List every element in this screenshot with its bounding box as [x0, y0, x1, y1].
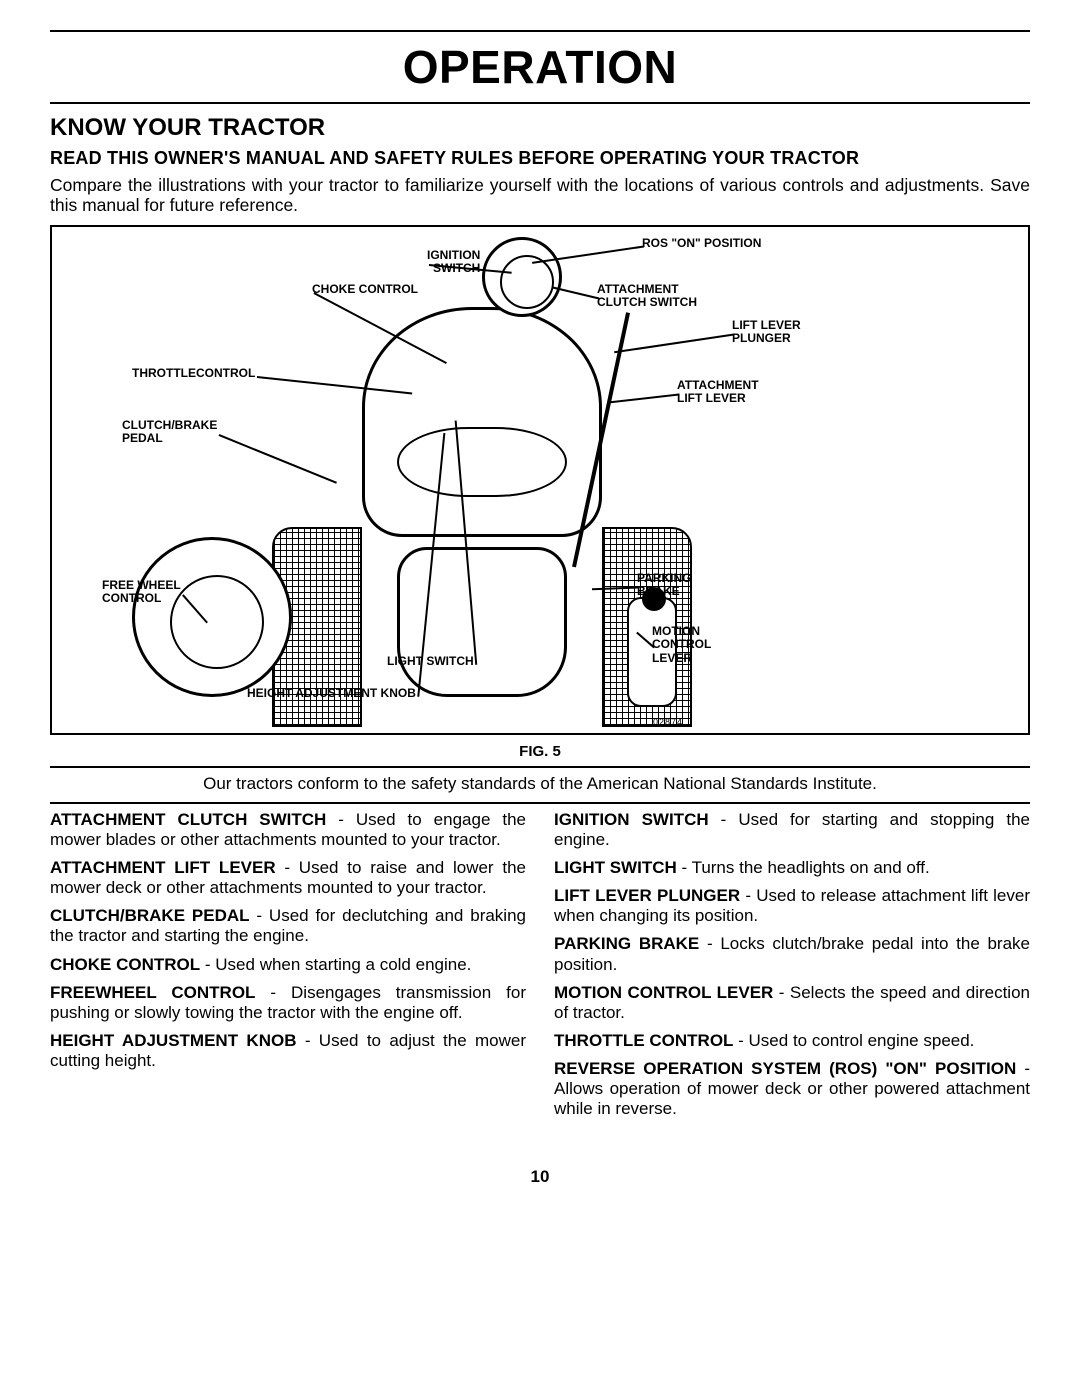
definition-item: ATTACHMENT CLUTCH SWITCH - Used to engag…: [50, 810, 526, 850]
figure-box: 02874 ROS "ON" POSITION IGNITION SWITCH CH…: [50, 225, 1030, 735]
fig-label: ATTACHMENT LIFT LEVER: [677, 379, 759, 405]
intro-text: Compare the illustrations with your trac…: [50, 175, 1030, 215]
definition-item: CHOKE CONTROL - Used when starting a col…: [50, 955, 526, 975]
fig-label: ATTACHMENT CLUTCH SWITCH: [597, 283, 697, 309]
definition-term: FREEWHEEL CONTROL: [50, 983, 255, 1002]
mid-rule-2: [50, 802, 1030, 804]
under-title-rule: [50, 102, 1030, 104]
definition-item: CLUTCH/BRAKE PEDAL - Used for declutchin…: [50, 906, 526, 946]
definition-item: IGNITION SWITCH - Used for starting and …: [554, 810, 1030, 850]
definition-term: LIGHT SWITCH: [554, 858, 677, 877]
fig-label: LIFT LEVER PLUNGER: [732, 319, 801, 345]
definition-term: THROTTLE CONTROL: [554, 1031, 733, 1050]
fig-label: IGNITION SWITCH: [427, 249, 480, 275]
definition-term: CLUTCH/BRAKE PEDAL: [50, 906, 250, 925]
section-title: KNOW YOUR TRACTOR: [50, 114, 1030, 142]
definition-desc: - Used when starting a cold engine.: [200, 955, 471, 974]
mid-rule-1: [50, 766, 1030, 768]
fig-label: THROTTLECONTROL: [132, 367, 255, 380]
definition-term: REVERSE OPERATION SYSTEM (ROS) "ON" POSI…: [554, 1059, 1016, 1078]
definition-item: REVERSE OPERATION SYSTEM (ROS) "ON" POSI…: [554, 1059, 1030, 1119]
definition-term: CHOKE CONTROL: [50, 955, 200, 974]
fig-label: HEIGHT ADJUSTMENT KNOB: [247, 687, 416, 700]
freewheel-detail-icon: [132, 537, 292, 697]
definitions-left-col: ATTACHMENT CLUTCH SWITCH - Used to engag…: [50, 810, 526, 1127]
fig-label: FREE WHEEL CONTROL: [102, 579, 181, 605]
fig-label: ROS "ON" POSITION: [642, 237, 761, 250]
definition-item: LIGHT SWITCH - Turns the headlights on a…: [554, 858, 1030, 878]
definitions-columns: ATTACHMENT CLUTCH SWITCH - Used to engag…: [50, 810, 1030, 1127]
definition-term: IGNITION SWITCH: [554, 810, 709, 829]
definition-item: THROTTLE CONTROL - Used to control engin…: [554, 1031, 1030, 1051]
page-number: 10: [50, 1167, 1030, 1187]
tractor-seat: [397, 547, 567, 697]
steering-wheel-icon: [482, 237, 562, 317]
leader-line: [552, 287, 599, 300]
definition-item: LIFT LEVER PLUNGER - Used to release att…: [554, 886, 1030, 926]
fig-label: PARKING BRAKE: [637, 572, 691, 598]
tractor-hood: [362, 307, 602, 537]
definition-item: PARKING BRAKE - Locks clutch/brake pedal…: [554, 934, 1030, 974]
definition-term: LIFT LEVER PLUNGER: [554, 886, 740, 905]
figure-caption: FIG. 5: [50, 743, 1030, 760]
definition-term: PARKING BRAKE: [554, 934, 699, 953]
definition-term: ATTACHMENT CLUTCH SWITCH: [50, 810, 326, 829]
diagram-number: 02874: [653, 717, 683, 727]
definition-term: HEIGHT ADJUSTMENT KNOB: [50, 1031, 296, 1050]
definition-desc: - Turns the headlights on and off.: [677, 858, 930, 877]
definition-term: ATTACHMENT LIFT LEVER: [50, 858, 276, 877]
definitions-right-col: IGNITION SWITCH - Used for starting and …: [554, 810, 1030, 1127]
fig-label: CHOKE CONTROL: [312, 283, 418, 296]
definition-item: FREEWHEEL CONTROL - Disengages transmiss…: [50, 983, 526, 1023]
definition-item: HEIGHT ADJUSTMENT KNOB - Used to adjust …: [50, 1031, 526, 1071]
page-title: OPERATION: [50, 40, 1030, 94]
tractor-dash: [397, 427, 567, 497]
tractor-illustration: [312, 307, 652, 677]
top-rule: [50, 30, 1030, 32]
fig-label: MOTION CONTROL LEVER: [652, 625, 711, 665]
conformance-text: Our tractors conform to the safety stand…: [50, 774, 1030, 794]
definition-item: ATTACHMENT LIFT LEVER - Used to raise an…: [50, 858, 526, 898]
definition-term: MOTION CONTROL LEVER: [554, 983, 773, 1002]
definition-item: MOTION CONTROL LEVER - Selects the speed…: [554, 983, 1030, 1023]
definition-desc: - Used to control engine speed.: [733, 1031, 974, 1050]
fig-label: LIGHT SWITCH: [387, 655, 474, 668]
sub-title: READ THIS OWNER'S MANUAL AND SAFETY RULE…: [50, 148, 1030, 169]
fig-label: CLUTCH/BRAKE PEDAL: [122, 419, 217, 445]
